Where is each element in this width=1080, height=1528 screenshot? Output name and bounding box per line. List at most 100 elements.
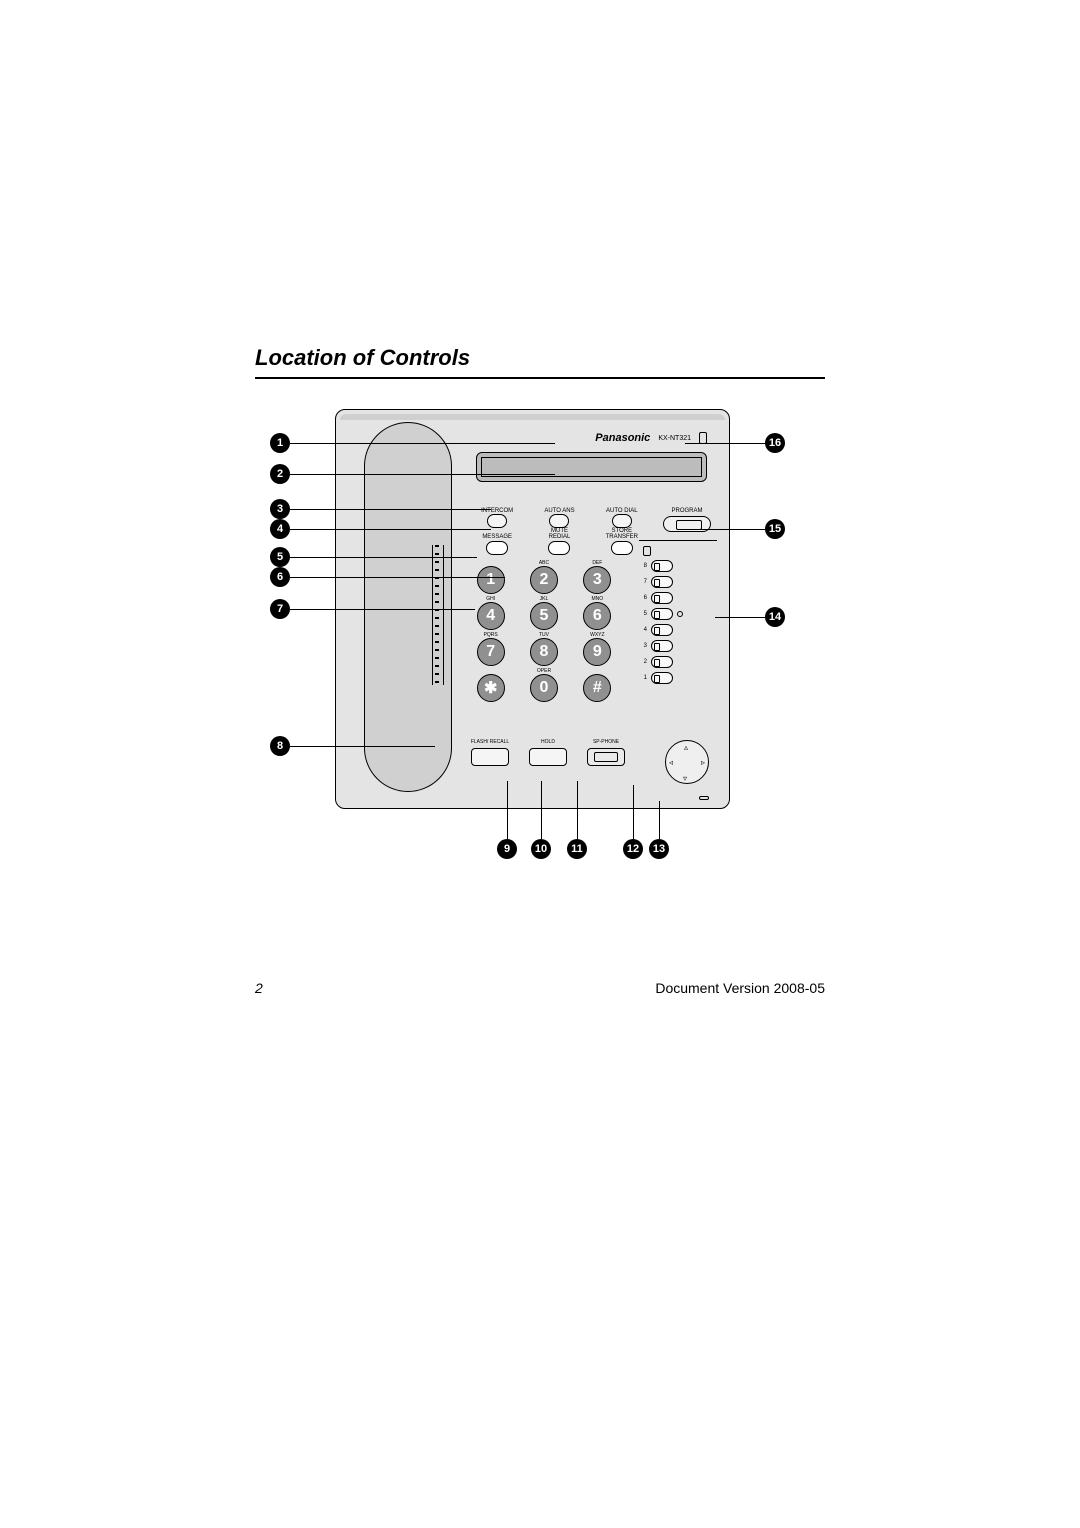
hold-button[interactable]	[529, 748, 567, 766]
co-key-number: 8	[639, 563, 647, 569]
nav-up-icon: ▵	[684, 743, 688, 752]
intercom-button[interactable]	[487, 514, 507, 528]
display-zone: Panasonic KX-NT321	[466, 424, 717, 504]
callout-3: 3	[270, 499, 290, 519]
co-key-button[interactable]	[651, 672, 673, 684]
callout-7: 7	[270, 599, 290, 619]
callout-1: 1	[270, 433, 290, 453]
callout-10: 10	[531, 839, 551, 859]
co-key-button[interactable]	[651, 576, 673, 588]
dial-key-sublabel: DEF	[571, 560, 624, 566]
co-key-row: 6	[639, 592, 717, 604]
co-key-row: 4	[639, 624, 717, 636]
divider	[639, 540, 717, 541]
callout-5: 5	[270, 547, 290, 567]
callout-15: 15	[765, 519, 785, 539]
dial-key-✱: ✱	[464, 668, 517, 702]
leader-line	[290, 443, 555, 444]
callout-12: 12	[623, 839, 643, 859]
dial-key-sublabel: JKL	[517, 596, 570, 602]
leader-line	[290, 529, 491, 530]
dial-key-button[interactable]: 0	[530, 674, 558, 702]
dial-key-sublabel: OPER	[517, 668, 570, 674]
page-number: 2	[255, 980, 263, 996]
leader-line	[633, 785, 634, 839]
dial-key-8: TUV8	[517, 632, 570, 666]
page-footer: 2 Document Version 2008-05	[255, 980, 825, 996]
dial-key-button[interactable]: 9	[583, 638, 611, 666]
co-key-button[interactable]	[651, 656, 673, 668]
flash-recall-button[interactable]	[471, 748, 509, 766]
nav-right-icon: ▹	[701, 758, 705, 767]
dial-key-button[interactable]: 7	[477, 638, 505, 666]
dial-key-button[interactable]: 2	[530, 566, 558, 594]
dial-key-4: GHI4	[464, 596, 517, 630]
leader-line	[695, 529, 765, 530]
leader-line	[290, 557, 477, 558]
leader-line	[659, 801, 660, 839]
co-key-row: 7	[639, 576, 717, 588]
dial-key-6: MNO6	[571, 596, 624, 630]
dial-key-button[interactable]: 5	[530, 602, 558, 630]
co-key-row: 5	[639, 608, 717, 620]
dial-key-button[interactable]: 6	[583, 602, 611, 630]
dial-key-button[interactable]: #	[583, 674, 611, 702]
callout-6: 6	[270, 567, 290, 587]
dial-key-button[interactable]: ✱	[477, 674, 505, 702]
microphone-icon	[699, 796, 709, 800]
redial-button[interactable]	[548, 541, 570, 555]
co-key-number: 3	[639, 643, 647, 649]
leader-line	[541, 781, 542, 839]
leader-line	[290, 509, 491, 510]
leader-line	[715, 617, 765, 618]
program-label: PROGRAM	[657, 508, 717, 514]
nav-left-icon: ◃	[669, 758, 673, 767]
dial-key-button[interactable]: 3	[583, 566, 611, 594]
function-row: FLASH/ RECALL HOLD SP-PHONE ▵ ▿ ◃ ▹	[464, 740, 717, 790]
co-key-row: 3	[639, 640, 717, 652]
callout-13: 13	[649, 839, 669, 859]
transfer-button[interactable]	[611, 541, 633, 555]
leader-line	[577, 781, 578, 839]
co-key-button[interactable]	[651, 640, 673, 652]
dial-key-button[interactable]: 1	[477, 566, 505, 594]
section-title: Location of Controls	[255, 345, 825, 379]
autodial-button[interactable]	[612, 514, 632, 528]
dial-key-#: #	[571, 668, 624, 702]
callout-2: 2	[270, 464, 290, 484]
model-number: KX-NT321	[658, 435, 691, 442]
sp-phone-button[interactable]	[587, 748, 625, 766]
nav-down-icon: ▿	[683, 774, 687, 783]
dial-key-3: DEF3	[571, 560, 624, 594]
callout-4: 4	[270, 519, 290, 539]
dial-key-button[interactable]: 4	[477, 602, 505, 630]
dial-key-sublabel: TUV	[517, 632, 570, 638]
co-key-button[interactable]	[651, 560, 673, 572]
figure: Panasonic KX-NT321 INTERCOM AUTO ANS AUT…	[255, 409, 825, 889]
leader-line	[290, 746, 435, 747]
dial-key-sublabel: PQRS	[464, 632, 517, 638]
co-key-number: 2	[639, 659, 647, 665]
co-key-button[interactable]	[651, 592, 673, 604]
co-key-number: 1	[639, 675, 647, 681]
co-key-row: 8	[639, 560, 717, 572]
co-key-number: 6	[639, 595, 647, 601]
flash-label: FLASH/ RECALL	[464, 740, 516, 746]
co-key-row: 2	[639, 656, 717, 668]
lcd-screen	[476, 452, 707, 482]
co-key-number: 7	[639, 579, 647, 585]
co-key-button[interactable]	[651, 608, 673, 620]
spphone-label: SP-PHONE	[580, 740, 632, 746]
co-key-zone: 8 7 6 5 4 3 2 1	[639, 546, 717, 688]
co-key-button[interactable]	[651, 624, 673, 636]
callout-8: 8	[270, 736, 290, 756]
leader-line	[290, 474, 555, 475]
message-button[interactable]	[486, 541, 508, 555]
dial-key-2: ABC2	[517, 560, 570, 594]
autoans-button[interactable]	[549, 514, 569, 528]
navigator-pad[interactable]: ▵ ▿ ◃ ▹	[665, 740, 709, 784]
brand-logo: Panasonic	[595, 432, 650, 444]
dial-key-sublabel: GHI	[464, 596, 517, 602]
dial-key-button[interactable]: 8	[530, 638, 558, 666]
hold-label: HOLD	[522, 740, 574, 746]
